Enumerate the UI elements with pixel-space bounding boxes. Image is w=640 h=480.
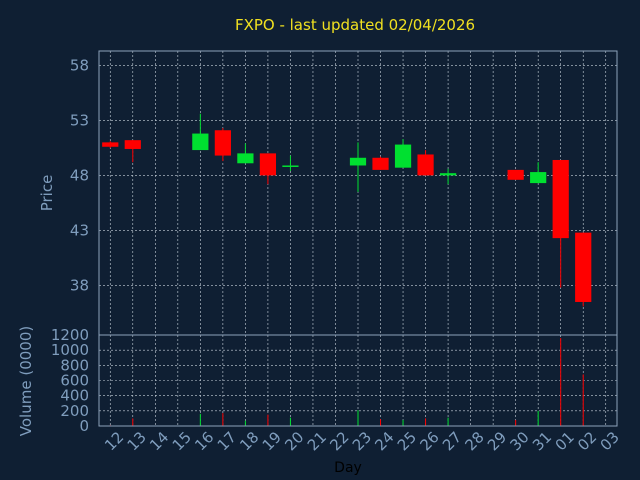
volume-tick-label: 1200	[51, 326, 89, 344]
candle-body	[192, 133, 209, 151]
candle-body	[214, 130, 231, 156]
x-axis-title: Day	[334, 460, 362, 476]
price-axis-title: Price	[38, 175, 56, 212]
candle-body	[507, 169, 524, 180]
volume-series	[109, 338, 584, 426]
x-tick-label: 03	[597, 428, 623, 454]
price-axis-labels: 38 43 48 53 58	[70, 56, 89, 294]
chart-title: FXPO - last updated 02/04/2026	[235, 16, 475, 34]
price-tick-label: 58	[70, 56, 89, 74]
candle-body	[102, 142, 119, 147]
volume-tick-label: 600	[60, 372, 89, 390]
candle-body	[282, 165, 299, 167]
x-axis-labels: 1213141516171819202122232425262728293031…	[101, 428, 623, 454]
price-tick-label: 43	[70, 221, 89, 239]
candle-body	[349, 157, 367, 166]
volume-grid	[99, 335, 617, 426]
candle-body	[259, 153, 277, 176]
price-grid	[99, 51, 617, 335]
volume-tick-label: 800	[60, 356, 89, 374]
volume-tick-label: 0	[79, 417, 89, 435]
volume-tick-label: 400	[60, 387, 89, 405]
candle-body	[439, 173, 457, 176]
candle-body	[417, 154, 434, 176]
candle-body	[530, 172, 547, 184]
volume-tick-label: 200	[60, 402, 89, 420]
candle-body	[237, 153, 254, 164]
volume-panel-frame	[98, 334, 618, 427]
candle-body	[552, 159, 569, 239]
candle-body	[394, 144, 412, 168]
candle-body	[372, 157, 389, 170]
candle-body	[124, 140, 141, 149]
price-tick-label: 38	[70, 276, 89, 294]
volume-axis-title: Volume (0000)	[17, 326, 35, 436]
candle-body	[575, 232, 592, 302]
price-tick-label: 48	[70, 166, 89, 184]
volume-tick-label: 1000	[51, 341, 89, 359]
candlestick-series	[102, 113, 592, 307]
price-tick-label: 53	[70, 111, 89, 129]
